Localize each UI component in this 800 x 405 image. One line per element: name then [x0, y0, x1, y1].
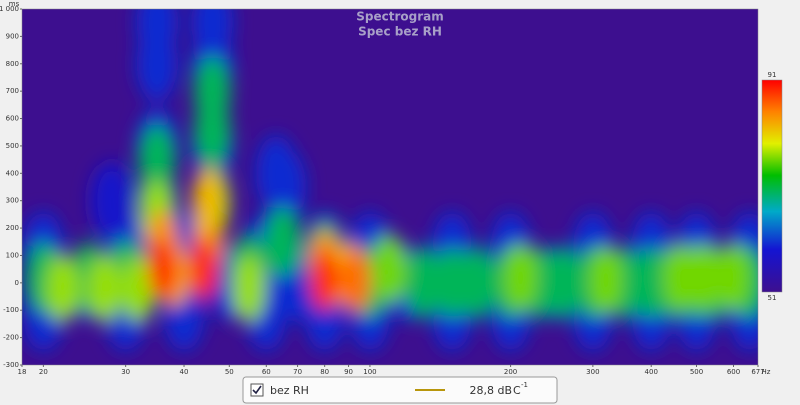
x-tick-label: 500: [690, 368, 703, 376]
legend-unit: C: [513, 384, 521, 397]
heat-spot: [188, 238, 218, 300]
heat-spot: [662, 243, 697, 312]
y-tick-label: 500: [6, 142, 19, 150]
colorbar-min: 51: [768, 294, 777, 302]
x-tick-label: 200: [504, 368, 517, 376]
x-tick-label: 677: [751, 368, 764, 376]
legend-label: bez RH: [270, 384, 309, 397]
legend-value: 28,8 dB: [469, 384, 512, 397]
x-tick-label: 400: [645, 368, 658, 376]
x-tick-label: 300: [586, 368, 599, 376]
heat-spot: [264, 206, 301, 278]
y-tick-label: 400: [6, 169, 19, 177]
x-tick-label: 90: [344, 368, 353, 376]
y-tick-label: 100: [6, 251, 19, 259]
x-tick-label: 18: [18, 368, 27, 376]
heat-spot: [404, 247, 442, 319]
y-tick-label: 1 000: [0, 5, 19, 13]
heat-spot: [91, 162, 133, 239]
heat-spot: [459, 247, 496, 319]
y-tick-label: 800: [6, 60, 19, 68]
heat-spot: [192, 9, 233, 61]
heat-spot: [136, 9, 178, 61]
x-tick-label: 80: [320, 368, 329, 376]
chart-subtitle: Spec bez RH: [358, 25, 442, 39]
heat-spot: [310, 249, 340, 311]
heat-spot: [87, 254, 122, 322]
legend-box: [242, 376, 558, 404]
heat-spot: [121, 254, 156, 322]
y-tick-label: -200: [3, 334, 19, 342]
y-tick-label: 300: [6, 197, 19, 205]
x-tick-label: 70: [293, 368, 302, 376]
heat-spot: [588, 246, 623, 314]
heat-spot: [138, 124, 176, 195]
y-tick-label: -100: [3, 306, 19, 314]
y-tick-label: 600: [6, 115, 19, 123]
heat-spot: [434, 247, 471, 319]
plot-frame: [21, 8, 759, 366]
heatmap: [23, 9, 758, 351]
y-tick-label: 0: [15, 279, 19, 287]
x-tick-label: 20: [39, 368, 48, 376]
x-tick-label: 100: [363, 368, 376, 376]
legend-checkbox[interactable]: [250, 383, 264, 397]
x-unit: Hz: [762, 368, 771, 376]
heat-spot: [194, 55, 231, 127]
heat-spot: [231, 254, 266, 322]
heat-spot: [265, 149, 306, 225]
heat-spot: [687, 243, 722, 312]
heat-spot: [340, 248, 371, 312]
check-mark: [252, 385, 262, 395]
y-tick-label: 200: [6, 224, 19, 232]
colorbar-max: 91: [768, 71, 777, 79]
heat-spot: [45, 254, 80, 322]
heat-spot: [503, 243, 538, 312]
y-tick-label: -300: [3, 361, 19, 369]
heat-spot: [372, 235, 407, 303]
heat-spot: [192, 168, 224, 233]
x-tick-label: 600: [727, 368, 740, 376]
heat-spot: [148, 238, 178, 300]
colorbar: [761, 79, 783, 293]
chart-title: Spectrogram: [356, 10, 444, 24]
x-tick-label: 50: [225, 368, 234, 376]
y-tick-label: 700: [6, 87, 19, 95]
x-tick-label: 40: [180, 368, 189, 376]
y-unit: ms: [9, 0, 20, 8]
x-tick-label: 30: [121, 368, 130, 376]
y-tick-label: 900: [6, 32, 19, 40]
heat-spot: [545, 247, 583, 319]
heat-spot: [716, 243, 751, 312]
legend-unit-exp: -1: [521, 381, 528, 389]
x-tick-label: 60: [262, 368, 271, 376]
